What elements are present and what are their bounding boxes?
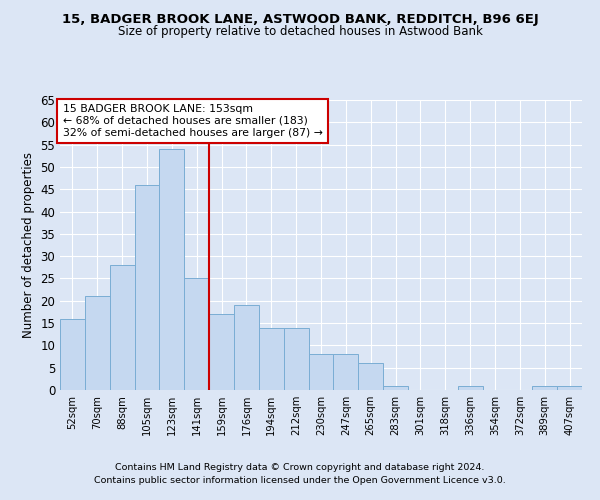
Bar bbox=[259, 328, 284, 390]
Bar bbox=[308, 354, 334, 390]
Bar bbox=[532, 386, 557, 390]
Bar bbox=[60, 318, 85, 390]
Bar bbox=[284, 328, 308, 390]
Text: Size of property relative to detached houses in Astwood Bank: Size of property relative to detached ho… bbox=[118, 25, 482, 38]
Bar bbox=[110, 265, 134, 390]
Bar bbox=[184, 278, 209, 390]
Bar bbox=[234, 305, 259, 390]
Bar bbox=[334, 354, 358, 390]
Bar bbox=[209, 314, 234, 390]
Bar bbox=[557, 386, 582, 390]
Y-axis label: Number of detached properties: Number of detached properties bbox=[22, 152, 35, 338]
Bar bbox=[134, 185, 160, 390]
Text: 15 BADGER BROOK LANE: 153sqm
← 68% of detached houses are smaller (183)
32% of s: 15 BADGER BROOK LANE: 153sqm ← 68% of de… bbox=[62, 104, 322, 138]
Bar bbox=[458, 386, 482, 390]
Bar bbox=[160, 149, 184, 390]
Text: 15, BADGER BROOK LANE, ASTWOOD BANK, REDDITCH, B96 6EJ: 15, BADGER BROOK LANE, ASTWOOD BANK, RED… bbox=[62, 12, 538, 26]
Bar bbox=[85, 296, 110, 390]
Bar bbox=[383, 386, 408, 390]
Text: Contains public sector information licensed under the Open Government Licence v3: Contains public sector information licen… bbox=[94, 476, 506, 485]
Bar bbox=[358, 363, 383, 390]
Text: Contains HM Land Registry data © Crown copyright and database right 2024.: Contains HM Land Registry data © Crown c… bbox=[115, 464, 485, 472]
